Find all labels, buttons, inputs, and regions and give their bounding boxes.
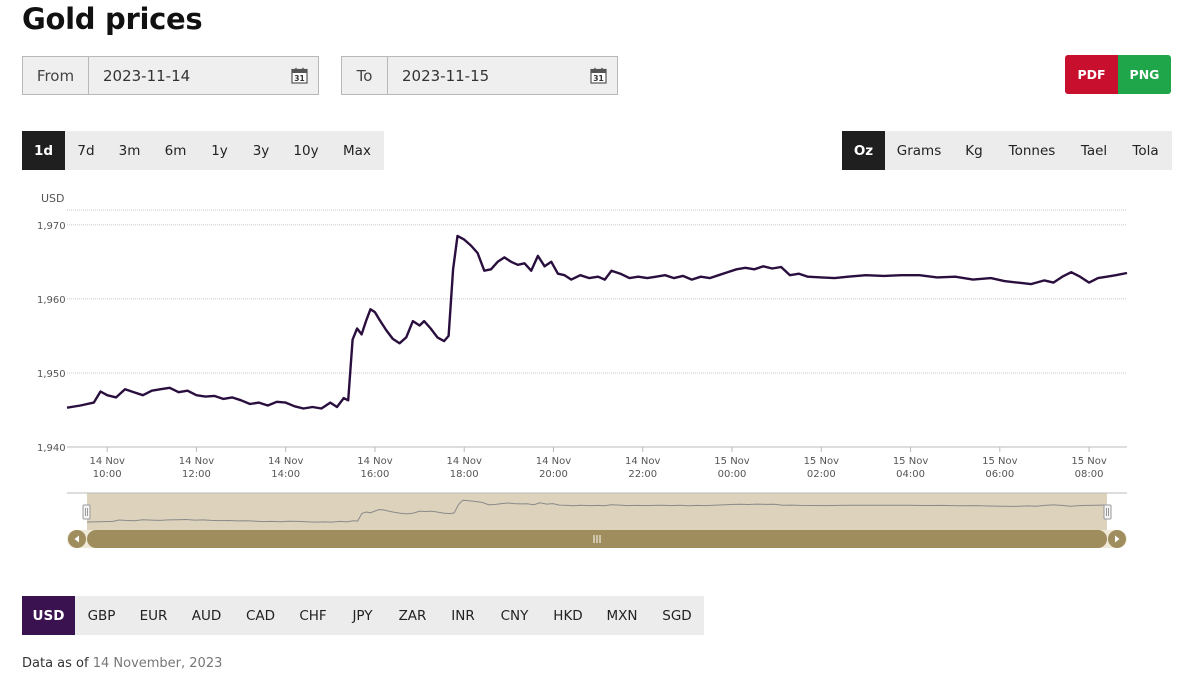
x-tick-label: 14 Nov <box>179 456 215 467</box>
to-label: To <box>342 57 388 94</box>
navigator-left-handle[interactable] <box>82 504 91 520</box>
x-tick-label: 15 Nov <box>714 456 750 467</box>
x-tick-label: 04:00 <box>896 469 925 480</box>
from-label: From <box>23 57 89 94</box>
from-date-input[interactable]: 2023-11-14 31 <box>89 57 318 94</box>
data-as-of-note: Data as of 14 November, 2023 <box>22 656 222 671</box>
period-tab-10y[interactable]: 10y <box>293 142 319 159</box>
currency-tab-mxn[interactable]: MXN <box>606 607 638 624</box>
x-tick-label: 20:00 <box>539 469 568 480</box>
y-tick-label: 1,950 <box>37 369 66 380</box>
page-title: Gold prices <box>22 2 203 36</box>
x-tick-label: 14 Nov <box>447 456 483 467</box>
currency-tab-jpy[interactable]: JPY <box>352 607 373 624</box>
unit-tab-tael[interactable]: Tael <box>1080 142 1108 159</box>
period-tab-6m[interactable]: 6m <box>164 142 187 159</box>
calendar-day-text: 31 <box>593 74 603 83</box>
unit-tab-tola[interactable]: Tola <box>1132 142 1159 159</box>
currency-tab-inr[interactable]: INR <box>451 607 475 624</box>
x-tick-label: 06:00 <box>985 469 1014 480</box>
x-tick-label: 14 Nov <box>536 456 572 467</box>
period-tab-7d[interactable]: 7d <box>77 142 95 159</box>
currency-tab-cad[interactable]: CAD <box>245 607 276 624</box>
export-buttons: PDF PNG <box>1065 55 1171 94</box>
x-tick-label: 15 Nov <box>804 456 840 467</box>
from-date-group: From 2023-11-14 31 <box>22 56 319 95</box>
calendar-icon[interactable]: 31 <box>590 67 607 84</box>
caret-right-icon <box>1115 535 1120 543</box>
navigator-series-line <box>86 499 1108 523</box>
currency-tabs: USD GBP EUR AUD CAD CHF JPY ZAR INR CNY … <box>22 596 704 635</box>
x-tick-label: 16:00 <box>361 469 390 480</box>
to-date-group: To 2023-11-15 31 <box>341 56 618 95</box>
from-date-value: 2023-11-14 <box>103 66 191 85</box>
x-axis-ticks: 14 Nov 10:00 14 Nov 12:00 14 Nov 14:00 14 Nov 1… <box>89 447 1107 480</box>
png-button[interactable]: PNG <box>1118 55 1171 94</box>
data-as-of-prefix: Data as of <box>22 656 93 671</box>
pdf-button[interactable]: PDF <box>1065 55 1118 94</box>
period-tabs: 1d 7d 3m 6m 1y 3y 10y Max <box>22 131 384 170</box>
chart-grid <box>67 209 1127 374</box>
currency-tab-aud[interactable]: AUD <box>191 607 222 624</box>
y-axis-unit-label: USD <box>41 192 65 205</box>
currency-tab-hkd[interactable]: HKD <box>553 607 583 624</box>
x-tick-label: 14 Nov <box>268 456 304 467</box>
x-tick-label: 14 Nov <box>625 456 661 467</box>
navigator-right-handle[interactable] <box>1103 504 1112 520</box>
currency-tab-usd[interactable]: USD <box>22 596 75 635</box>
period-tab-3m[interactable]: 3m <box>118 142 141 159</box>
currency-tab-zar[interactable]: ZAR <box>398 607 427 624</box>
price-series-line <box>66 234 1128 410</box>
x-tick-label: 08:00 <box>1075 469 1104 480</box>
x-tick-label: 02:00 <box>807 469 836 480</box>
x-tick-label: 15 Nov <box>1071 456 1107 467</box>
chart-scrollbar[interactable] <box>67 530 1127 548</box>
x-tick-label: 15 Nov <box>982 456 1018 467</box>
unit-tab-oz[interactable]: Oz <box>842 131 885 170</box>
navigator-selection[interactable] <box>87 493 1107 531</box>
x-tick-label: 15 Nov <box>893 456 929 467</box>
x-tick-label: 14 Nov <box>89 456 125 467</box>
calendar-day-text: 31 <box>294 74 304 83</box>
currency-tab-gbp[interactable]: GBP <box>87 607 116 624</box>
y-tick-label: 1,970 <box>37 221 66 232</box>
x-tick-label: 10:00 <box>93 469 122 480</box>
currency-tab-chf[interactable]: CHF <box>299 607 327 624</box>
x-tick-label: 22:00 <box>628 469 657 480</box>
x-tick-label: 14 Nov <box>357 456 393 467</box>
to-date-input[interactable]: 2023-11-15 31 <box>388 57 617 94</box>
x-tick-label: 00:00 <box>718 469 747 480</box>
caret-left-icon <box>74 535 79 543</box>
period-tab-3y[interactable]: 3y <box>252 142 270 159</box>
y-tick-label: 1,960 <box>37 295 66 306</box>
range-navigator[interactable] <box>67 492 1127 531</box>
unit-tab-tonnes[interactable]: Tonnes <box>1008 142 1056 159</box>
currency-tab-eur[interactable]: EUR <box>139 607 168 624</box>
unit-tab-kg[interactable]: Kg <box>965 142 983 159</box>
x-tick-label: 14:00 <box>271 469 300 480</box>
unit-tabs: Oz Grams Kg Tonnes Tael Tola <box>842 131 1172 170</box>
calendar-icon[interactable]: 31 <box>291 67 308 84</box>
data-as-of-date: 14 November, 2023 <box>92 656 223 671</box>
grip-icon <box>593 535 601 543</box>
period-tab-max[interactable]: Max <box>343 142 371 159</box>
y-tick-label: 1,940 <box>37 443 66 454</box>
x-tick-label: 18:00 <box>450 469 479 480</box>
x-tick-label: 12:00 <box>182 469 211 480</box>
y-axis-ticks: 1,940 1,950 1,960 1,970 <box>37 221 66 454</box>
currency-tab-cny[interactable]: CNY <box>500 607 529 624</box>
to-date-value: 2023-11-15 <box>402 66 490 85</box>
period-tab-1d[interactable]: 1d <box>22 131 65 170</box>
unit-tab-grams[interactable]: Grams <box>896 142 942 159</box>
period-tab-1y[interactable]: 1y <box>211 142 228 159</box>
currency-tab-sgd[interactable]: SGD <box>662 607 692 624</box>
